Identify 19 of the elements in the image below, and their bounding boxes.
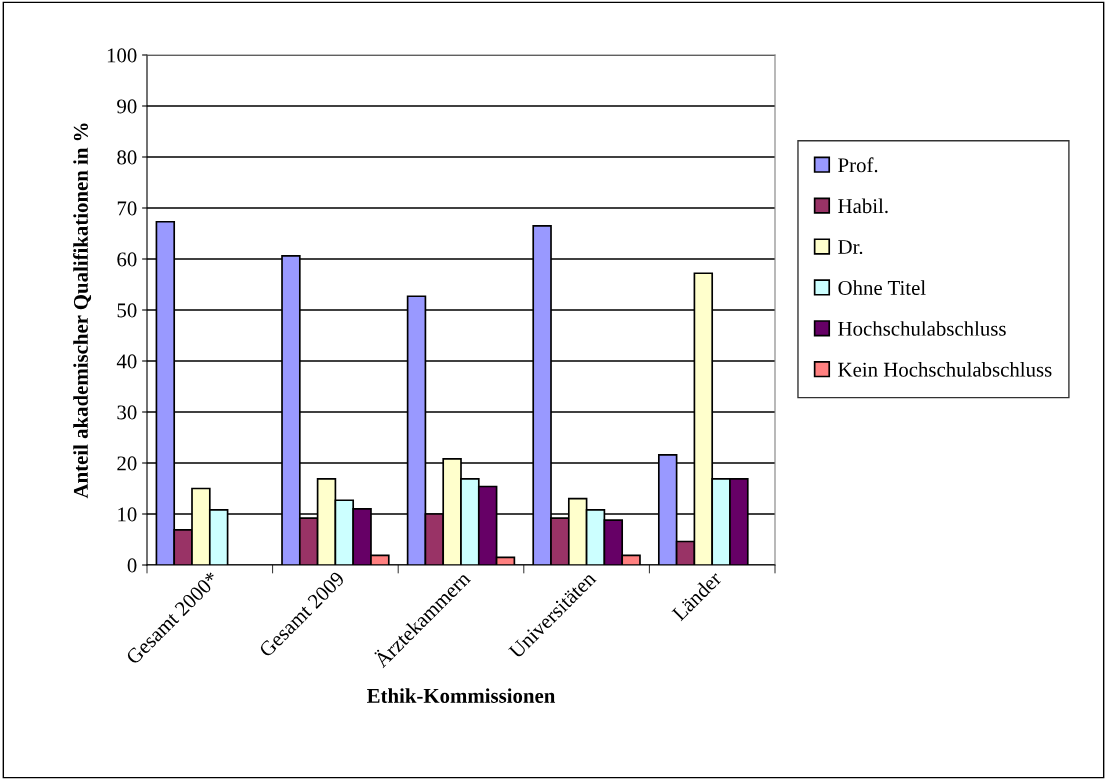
y-tick-label: 100 (107, 48, 137, 63)
x-axis-title: Ethik-Kommissionen (367, 688, 556, 703)
legend-label: Kein Hochschulabschluss (838, 362, 1052, 377)
y-tick-label: 40 (116, 354, 137, 369)
y-tick-label: 0 (127, 558, 137, 573)
legend-label: Ohne Titel (838, 280, 926, 295)
legend-label: Prof. (838, 157, 878, 173)
y-tick-label: 30 (117, 405, 137, 420)
y-tick-label: 80 (117, 150, 137, 165)
y-tick-label: 70 (117, 201, 137, 216)
y-tick-label: 60 (117, 252, 137, 267)
legend-label: Habil. (838, 198, 888, 214)
y-tick-label: 20 (117, 456, 137, 471)
y-tick-label: 10 (118, 507, 137, 522)
y-axis-title: Anteil akademischer Qualifikationen in % (73, 123, 92, 499)
legend-label: Hochschulabschluss (838, 321, 1006, 336)
y-tick-label: 50 (117, 303, 137, 318)
y-tick-label: 90 (117, 99, 137, 114)
legend-label: Dr. (838, 240, 863, 255)
